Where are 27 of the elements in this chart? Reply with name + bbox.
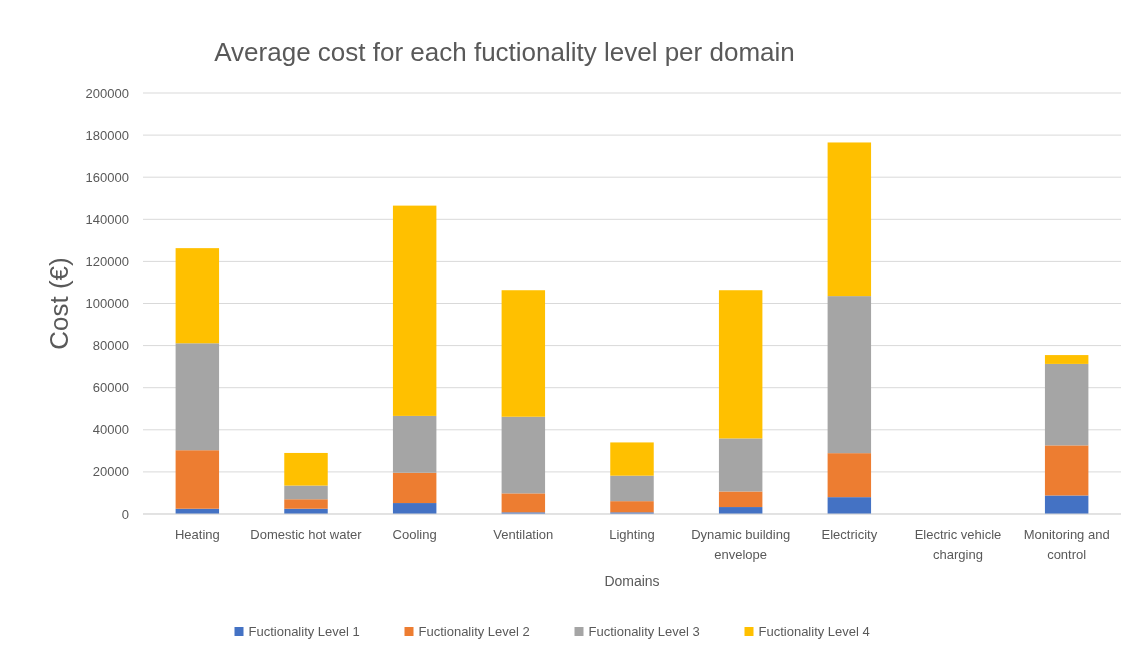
y-tick-label: 40000 [92, 422, 129, 438]
x-tick-label: Electric vehicle charging [914, 527, 1002, 562]
legend-label: Fuctionality Level 3 [588, 624, 700, 639]
legend-label: Fuctionality Level 1 [248, 624, 360, 639]
y-tick-label: 20000 [92, 464, 129, 480]
y-tick-label: 180000 [85, 127, 129, 143]
x-tick-label: Ventilation [493, 527, 554, 542]
x-tick-label: Heating [174, 527, 220, 542]
x-tick-label: Lighting [609, 527, 655, 542]
chart-title: Average cost for each fuctionality level per domain [214, 37, 795, 67]
x-axis-title: Domains [604, 573, 660, 589]
y-tick-label: 80000 [92, 338, 129, 354]
y-tick-label: 0 [121, 506, 129, 522]
x-tick-label: Domestic hot water [250, 527, 363, 542]
y-axis-title: Cost (€) [44, 257, 74, 350]
y-tick-label: 160000 [85, 169, 129, 185]
y-tick-label: 140000 [85, 211, 129, 227]
legend-label: Fuctionality Level 2 [418, 624, 530, 639]
legend-label: Fuctionality Level 4 [758, 624, 870, 639]
y-tick-label: 60000 [92, 380, 129, 396]
x-tick-label: Electricity [821, 527, 878, 542]
x-tick-label: Monitoring and control [1023, 527, 1110, 562]
y-tick-label: 100000 [85, 296, 129, 312]
x-tick-label: Dynamic building envelope [691, 527, 791, 562]
y-tick-label: 120000 [85, 253, 129, 269]
y-tick-label: 200000 [85, 85, 129, 101]
x-tick-label: Cooling [392, 527, 437, 542]
